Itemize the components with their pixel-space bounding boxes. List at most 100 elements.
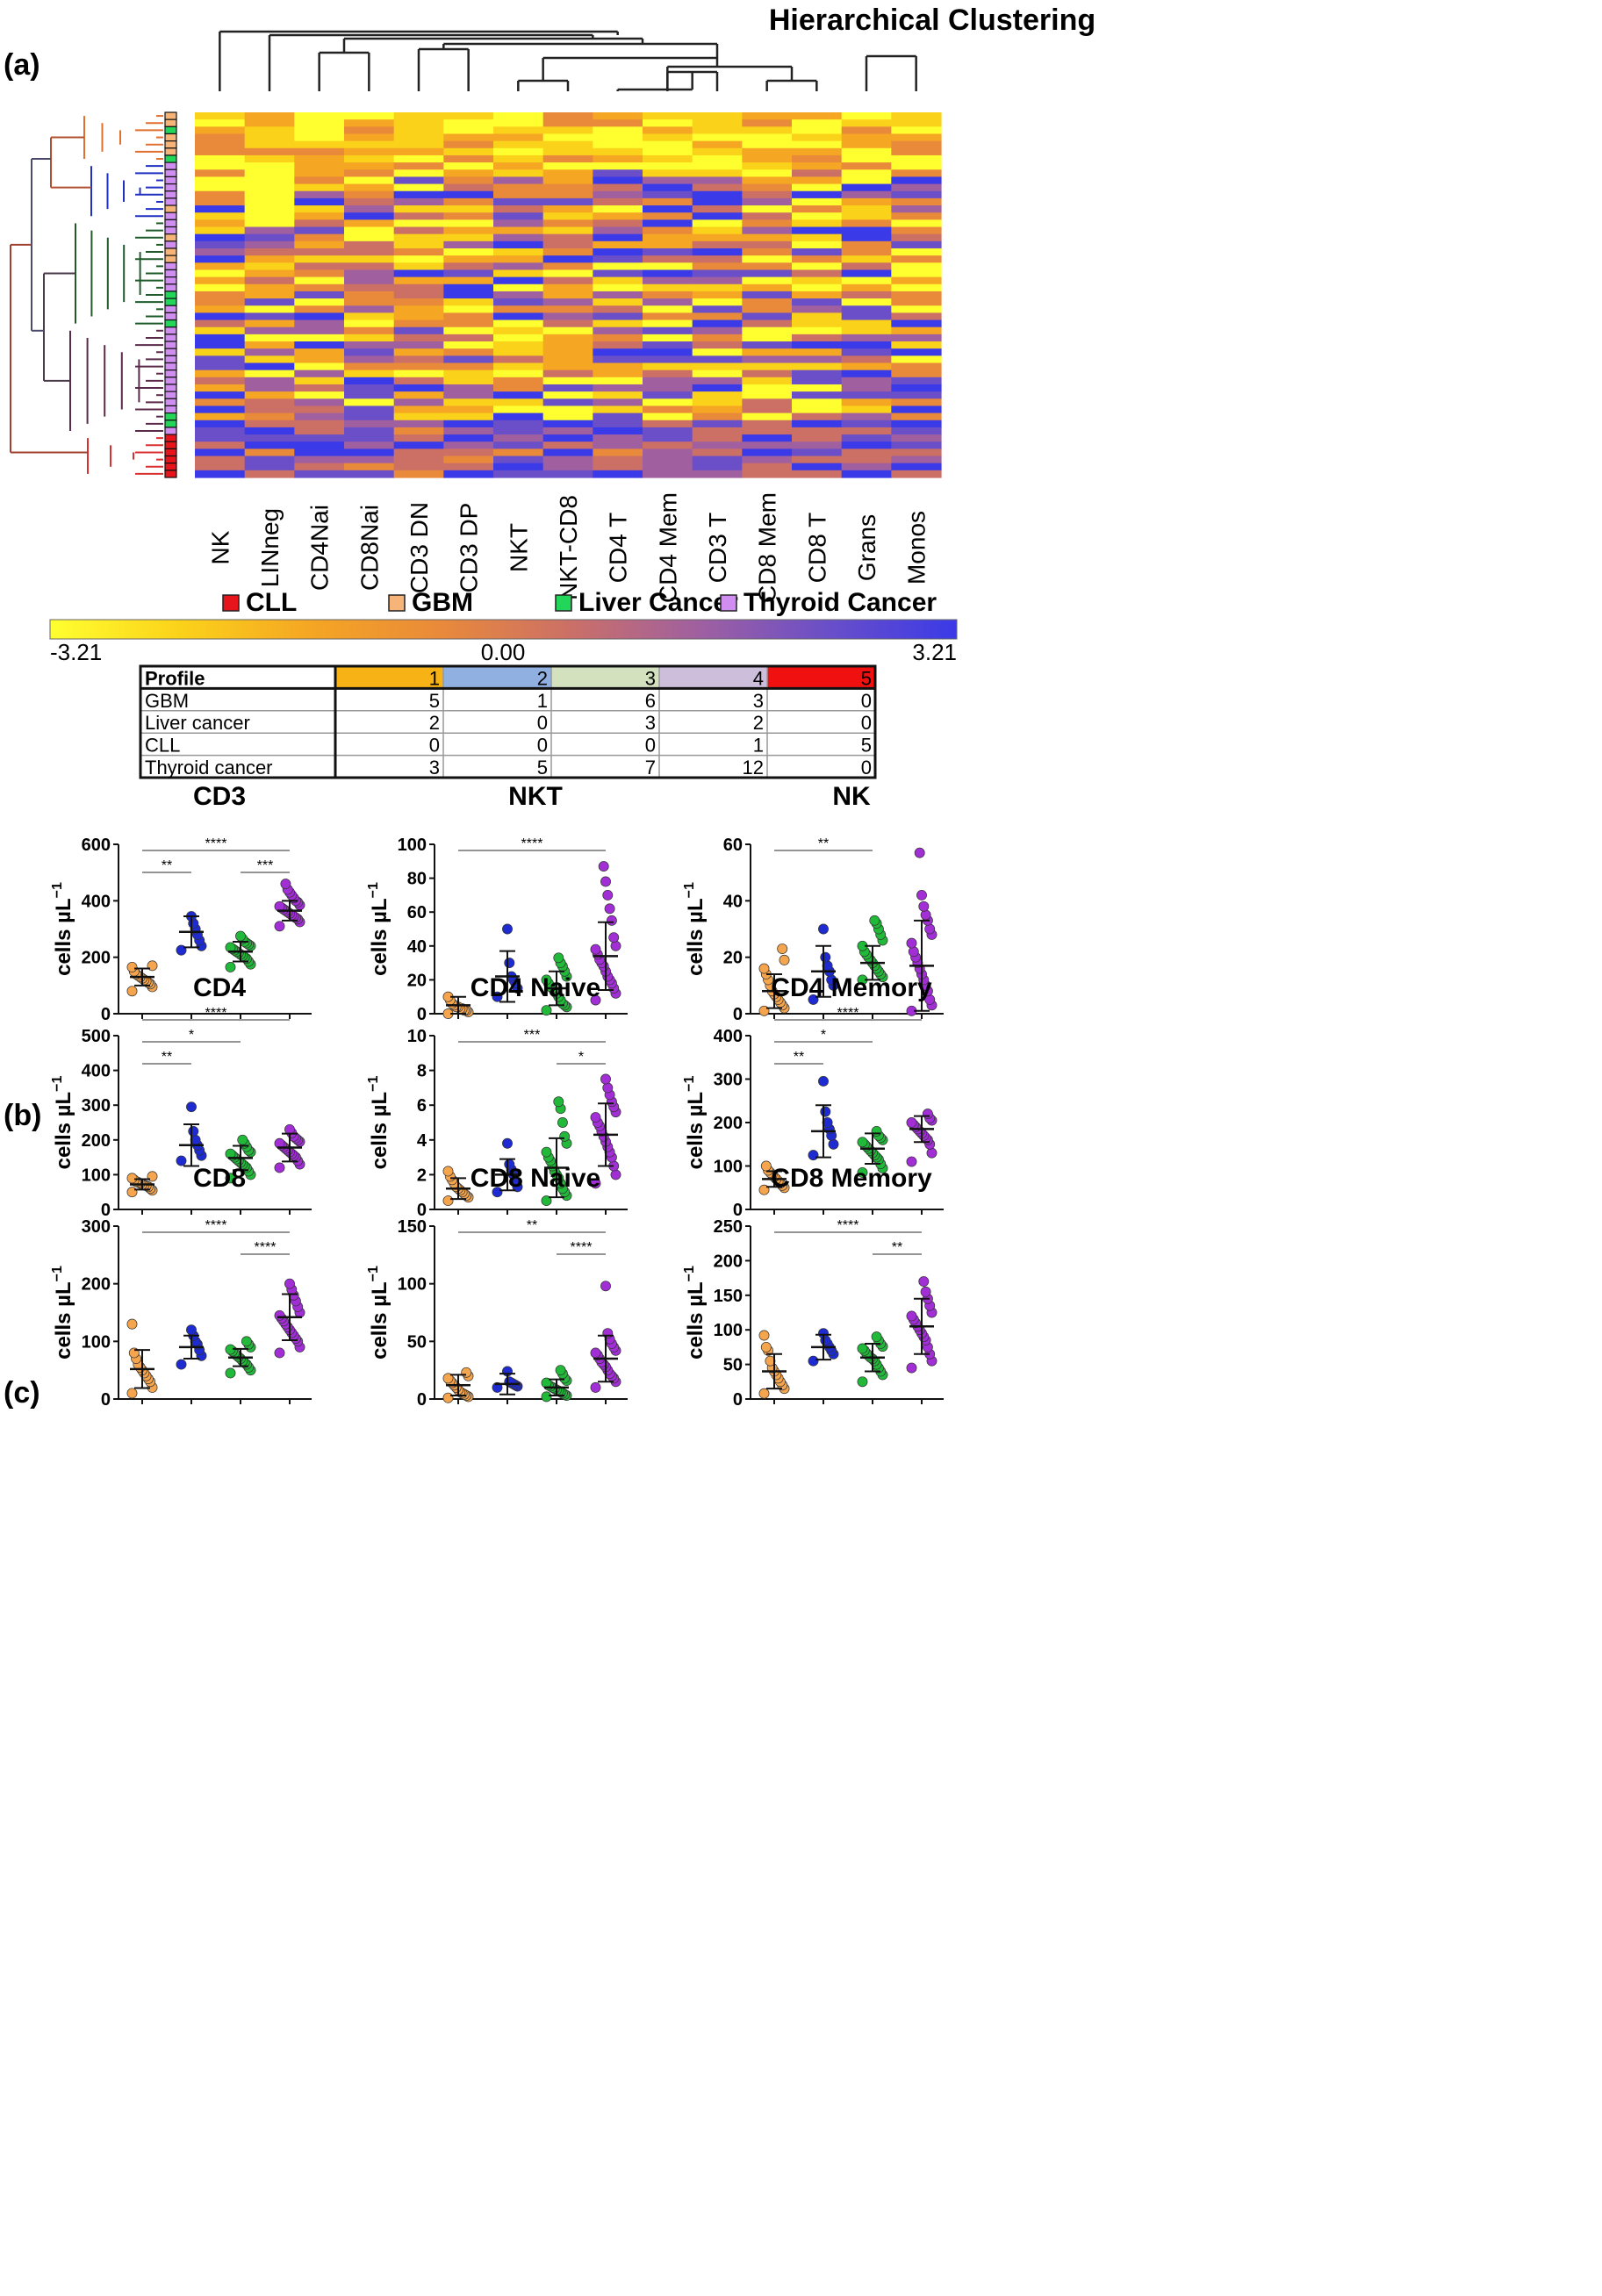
heatmap-cell	[493, 312, 544, 321]
heatmap-cell	[443, 233, 494, 242]
heatmap-cell	[195, 405, 246, 414]
heatmap-cell	[195, 470, 246, 478]
heatmap-cell	[692, 283, 743, 292]
heatmap-cell	[344, 312, 395, 321]
heatmap-cell	[443, 183, 494, 192]
heatmap-cell	[542, 326, 593, 335]
heatmap-cell	[443, 226, 494, 235]
heatmap-cell	[692, 140, 743, 149]
heatmap-cell	[542, 183, 593, 192]
heatmap-cell	[294, 240, 345, 249]
y-tick-label: 100	[714, 1158, 743, 1177]
data-point	[820, 1106, 831, 1117]
heatmap-cell	[643, 112, 693, 120]
heatmap-cell	[643, 319, 693, 328]
heatmap-cell	[294, 183, 345, 192]
y-tick-label: 2	[417, 1166, 427, 1185]
heatmap-cell	[593, 355, 643, 364]
y-tick-label: 0	[101, 1390, 111, 1410]
heatmap-cell	[792, 269, 843, 278]
heatmap-cell	[742, 463, 793, 471]
heatmap-cell	[294, 276, 345, 285]
heatmap-cell	[841, 298, 892, 306]
heatmap-cell	[493, 319, 544, 328]
table-cell: 1	[537, 690, 548, 712]
heatmap-cell	[593, 348, 643, 356]
heatmap-cell	[542, 212, 593, 220]
heatmap-cell	[195, 298, 246, 306]
table-border	[139, 664, 877, 779]
heatmap-cell	[443, 190, 494, 199]
heatmap-cell	[443, 312, 494, 321]
heatmap-cell	[244, 470, 295, 478]
heatmap-cell	[195, 312, 246, 321]
heatmap-cell	[195, 413, 246, 421]
data-point	[871, 1331, 882, 1343]
heatmap-cell	[542, 312, 593, 321]
heatmap-cell	[344, 448, 395, 457]
sample-group-cell	[164, 248, 177, 256]
heatmap-cell	[244, 162, 295, 170]
heatmap-cell	[244, 262, 295, 271]
data-point	[284, 1278, 295, 1289]
data-point	[598, 861, 609, 872]
y-tick-label: 300	[82, 1096, 111, 1116]
heatmap-cell	[393, 326, 444, 335]
sample-group-cell	[164, 176, 177, 185]
data-point	[590, 1178, 601, 1189]
heatmap-cell	[891, 398, 942, 407]
heatmap-cell	[344, 126, 395, 135]
heatmap-cell	[593, 176, 643, 185]
heatmap-cell	[792, 183, 843, 192]
heatmap-cell	[294, 262, 345, 271]
sample-group-cell	[164, 140, 177, 149]
heatmap-cell	[692, 154, 743, 163]
heatmap-cell	[344, 377, 395, 385]
significance-label: ****	[837, 1006, 859, 1021]
heatmap-cell	[244, 456, 295, 464]
heatmap-cell	[195, 355, 246, 364]
heatmap-cell	[792, 334, 843, 342]
heatmap-cell	[493, 276, 544, 285]
heatmap-cell	[742, 298, 793, 306]
row-dendrogram	[10, 115, 163, 475]
heatmap-cell	[542, 319, 593, 328]
heatmap-cell	[742, 398, 793, 407]
table-cell: 3	[753, 690, 764, 712]
heatmap-cell	[593, 463, 643, 471]
column-dendrogram	[219, 30, 917, 91]
heatmap-cell	[195, 226, 246, 235]
heatmap-cell	[593, 262, 643, 271]
heatmap-cell	[344, 420, 395, 428]
data-point	[541, 1391, 552, 1403]
heatmap-cell	[692, 334, 743, 342]
heatmap-cell	[742, 233, 793, 242]
heatmap-cell	[542, 119, 593, 127]
heatmap-cell	[542, 434, 593, 442]
heatmap-cell	[841, 362, 892, 371]
heatmap-cell	[344, 176, 395, 185]
heatmap-cell	[294, 190, 345, 199]
heatmap-cell	[542, 147, 593, 156]
heatmap-cell	[393, 140, 444, 149]
heatmap-cell	[643, 140, 693, 149]
heatmap-cell	[344, 291, 395, 299]
heatmap-cell	[443, 276, 494, 285]
heatmap-cell	[344, 334, 395, 342]
heatmap-cell	[841, 427, 892, 435]
sample-group-cell	[164, 412, 177, 421]
heatmap-cell	[643, 370, 693, 378]
heatmap-cell	[692, 326, 743, 335]
heatmap-cell	[891, 463, 942, 471]
heatmap-cell	[344, 341, 395, 349]
heatmap-cell	[393, 398, 444, 407]
heatmap-cell	[443, 240, 494, 249]
heatmap-cell	[542, 205, 593, 213]
data-point	[777, 944, 788, 954]
heatmap-cell	[742, 283, 793, 292]
table-cell: 5	[861, 735, 872, 757]
heatmap-cell	[443, 448, 494, 457]
heatmap-cell	[891, 240, 942, 249]
heatmap-cell	[493, 384, 544, 392]
